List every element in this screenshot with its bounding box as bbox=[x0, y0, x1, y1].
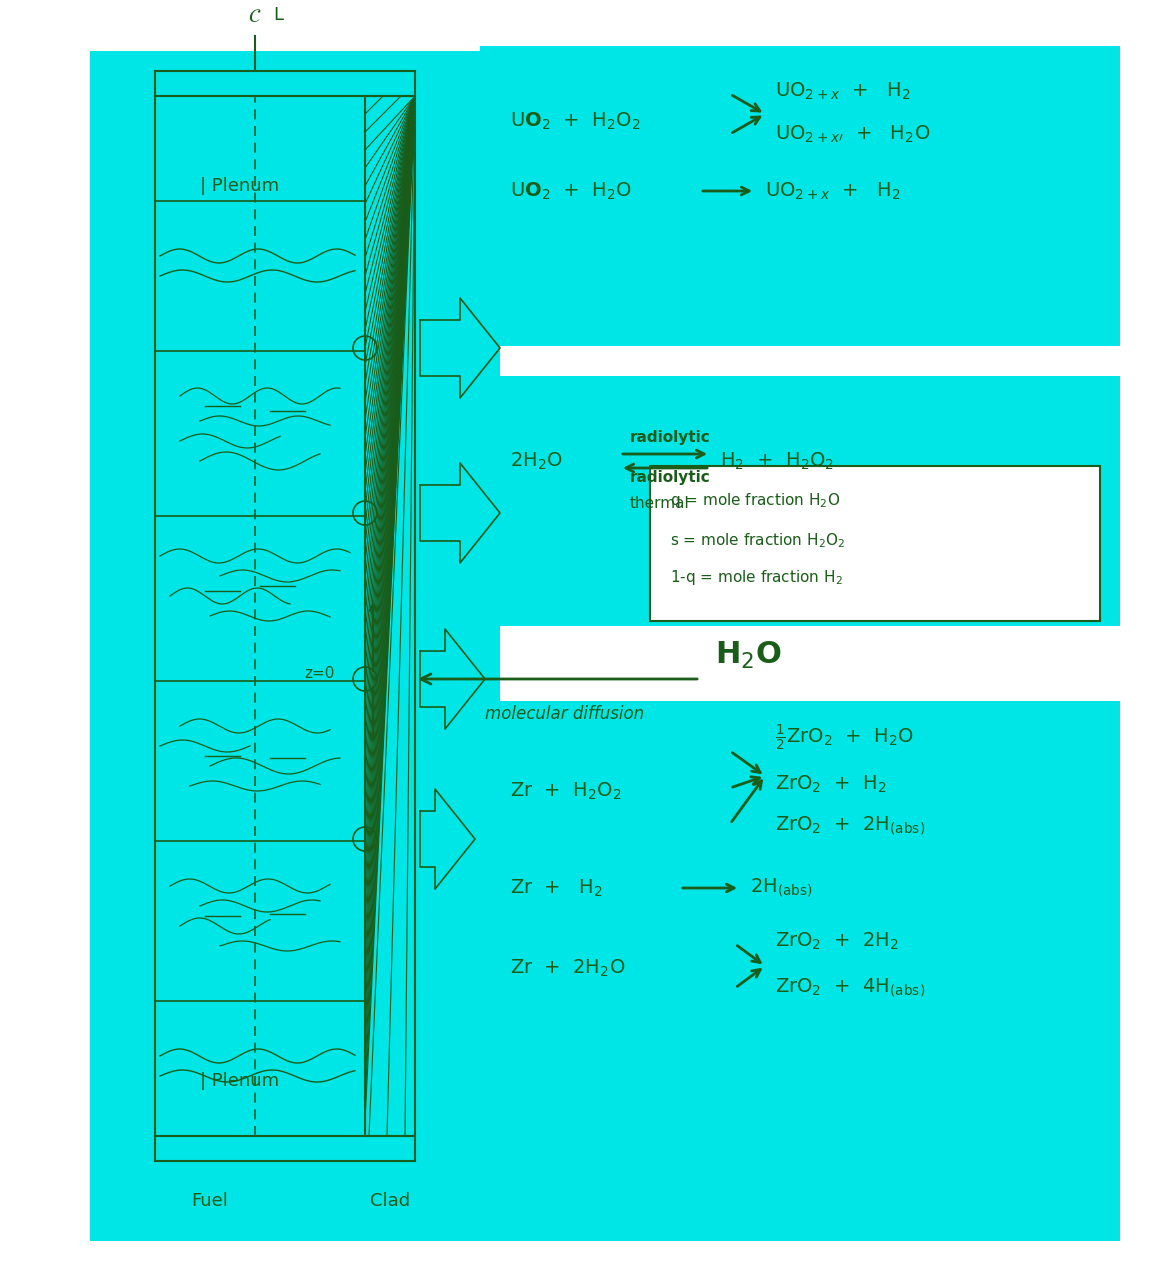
Text: UO$_{2+x\prime}$  +   H$_2$O: UO$_{2+x\prime}$ + H$_2$O bbox=[775, 124, 930, 144]
Text: U$\mathbf{O}_2$  +  H$_2$O: U$\mathbf{O}_2$ + H$_2$O bbox=[509, 180, 631, 202]
FancyBboxPatch shape bbox=[650, 466, 1101, 621]
Text: Zr  +  2H$_2$O: Zr + 2H$_2$O bbox=[509, 957, 626, 979]
Text: 1-q = mole fraction H$_2$: 1-q = mole fraction H$_2$ bbox=[670, 569, 843, 587]
Text: ZrO$_2$  +  H$_2$: ZrO$_2$ + H$_2$ bbox=[775, 773, 887, 795]
Bar bbox=[365, 96, 415, 1136]
FancyBboxPatch shape bbox=[480, 376, 1120, 627]
Text: ZrO$_2$  +  2H$_{\mathrm{(abs)}}$: ZrO$_2$ + 2H$_{\mathrm{(abs)}}$ bbox=[775, 815, 926, 837]
Text: thermal: thermal bbox=[630, 496, 690, 512]
Text: H$_2$O: H$_2$O bbox=[715, 639, 782, 671]
Text: radiolytic: radiolytic bbox=[630, 471, 711, 485]
Text: radiolytic: radiolytic bbox=[630, 430, 711, 445]
FancyBboxPatch shape bbox=[480, 46, 1120, 346]
Text: q = mole fraction H$_2$O: q = mole fraction H$_2$O bbox=[670, 491, 841, 510]
Text: s = mole fraction H$_2$O$_2$: s = mole fraction H$_2$O$_2$ bbox=[670, 532, 845, 550]
Text: ZrO$_2$  +  2H$_2$: ZrO$_2$ + 2H$_2$ bbox=[775, 930, 899, 952]
Text: | Plenum: | Plenum bbox=[200, 177, 279, 195]
Text: z=0: z=0 bbox=[305, 666, 335, 681]
Text: Clad: Clad bbox=[370, 1192, 411, 1210]
Text: | Plenum: | Plenum bbox=[200, 1072, 279, 1090]
Text: Zr  +   H$_2$: Zr + H$_2$ bbox=[509, 878, 603, 898]
Text: 2H$_{\mathrm{(abs)}}$: 2H$_{\mathrm{(abs)}}$ bbox=[750, 877, 813, 900]
Text: U$\mathbf{O}_2$  +  H$_2$O$_2$: U$\mathbf{O}_2$ + H$_2$O$_2$ bbox=[509, 110, 641, 131]
Text: molecular diffusion: molecular diffusion bbox=[485, 706, 644, 723]
Text: $\frac{1}{2}$ZrO$_2$  +  H$_2$O: $\frac{1}{2}$ZrO$_2$ + H$_2$O bbox=[775, 723, 914, 753]
Text: Zr  +  H$_2$O$_2$: Zr + H$_2$O$_2$ bbox=[509, 781, 621, 801]
Text: ZrO$_2$  +  4H$_{\mathrm{(abs)}}$: ZrO$_2$ + 4H$_{\mathrm{(abs)}}$ bbox=[775, 977, 926, 999]
Text: L: L bbox=[273, 6, 283, 24]
Text: 2H$_2$O: 2H$_2$O bbox=[509, 450, 562, 472]
FancyBboxPatch shape bbox=[480, 701, 1120, 1242]
Text: Fuel: Fuel bbox=[192, 1192, 229, 1210]
Text: $\mathcal{C}$: $\mathcal{C}$ bbox=[248, 6, 262, 26]
Text: H$_2$  +  H$_2$O$_2$: H$_2$ + H$_2$O$_2$ bbox=[720, 450, 834, 472]
Text: UO$_{2+x}$  +   H$_2$: UO$_{2+x}$ + H$_2$ bbox=[775, 80, 911, 102]
FancyBboxPatch shape bbox=[90, 51, 500, 1242]
Text: UO$_{2+x}$  +   H$_2$: UO$_{2+x}$ + H$_2$ bbox=[765, 180, 900, 202]
